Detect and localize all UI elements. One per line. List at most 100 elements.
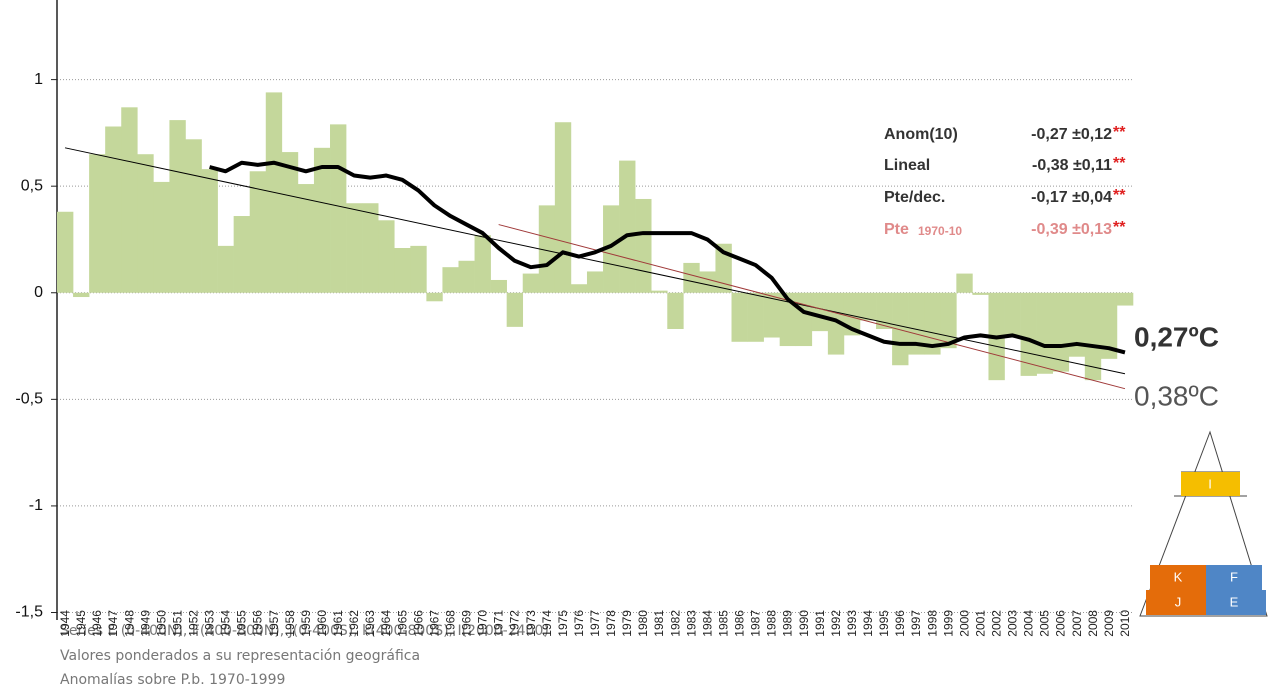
x-tick-label: 1970	[476, 610, 490, 637]
bar	[458, 260, 475, 293]
x-tick-label: 2009	[1102, 610, 1116, 637]
bar	[683, 262, 700, 293]
bar	[185, 139, 202, 293]
x-tick-label: 1987	[749, 610, 763, 637]
x-tick-label: 1986	[733, 610, 747, 637]
bar	[394, 248, 411, 293]
x-tick-label: 2007	[1070, 610, 1084, 637]
x-tick-label: 2004	[1022, 610, 1036, 637]
x-tick-label: 1996	[893, 610, 907, 637]
bar	[940, 292, 957, 349]
x-tick-label: 1993	[845, 610, 859, 637]
bar	[667, 292, 684, 329]
y-tick-label: -0,5	[15, 391, 43, 408]
note: Series E (0-400N), F(400-800N), J(0-400S…	[60, 623, 549, 639]
x-tick-label: 1982	[668, 610, 682, 637]
bar	[1116, 292, 1134, 306]
bar	[474, 235, 491, 293]
x-tick-label: 1945	[74, 610, 88, 637]
x-tick-label: 1955	[235, 610, 249, 637]
x-tick-label: 2000	[957, 610, 971, 637]
x-tick-label: 1948	[122, 610, 136, 637]
x-tick-label: 1981	[652, 610, 666, 637]
end-label: 0,38ºC	[1134, 380, 1219, 411]
x-tick-label: 1978	[604, 610, 618, 637]
x-tick-label: 1954	[219, 610, 233, 637]
stat-value: -0,17 ±0,04	[1031, 189, 1112, 206]
x-tick-label: 1969	[460, 610, 474, 637]
x-tick-label: 2008	[1086, 610, 1100, 637]
bar	[876, 292, 893, 329]
x-tick-label: 1957	[267, 610, 281, 637]
stat-label: Lineal	[884, 157, 930, 174]
note: Valores ponderados a su representación g…	[60, 648, 420, 664]
x-tick-label: 1972	[508, 610, 522, 637]
bar	[442, 267, 459, 293]
x-tick-label: 1991	[813, 610, 827, 637]
x-tick-label: 2005	[1038, 610, 1052, 637]
bar	[121, 107, 138, 293]
x-tick-label: 1951	[170, 610, 184, 637]
bar	[378, 220, 395, 293]
end-label: 0,27ºC	[1134, 321, 1219, 352]
x-tick-label: 1967	[427, 610, 441, 637]
y-tick-label: 0	[34, 284, 43, 301]
x-tick-label: 1959	[299, 610, 313, 637]
stat-label: Pte	[884, 221, 909, 238]
x-tick-label: 1949	[138, 610, 152, 637]
stat-mark: **	[1113, 219, 1126, 236]
x-tick-label: 1952	[187, 610, 201, 637]
x-tick-label: 1953	[203, 610, 217, 637]
bar	[635, 198, 652, 293]
x-tick-label: 1947	[106, 610, 120, 637]
trend-line	[498, 224, 1126, 390]
stat-mark: **	[1113, 187, 1126, 204]
bar	[410, 245, 427, 293]
x-tick-label: 1980	[636, 610, 650, 637]
stat-period: 1970-10	[918, 224, 962, 238]
x-tick-label: 1975	[556, 610, 570, 637]
bar	[1100, 292, 1118, 359]
x-tick-label: 1971	[492, 610, 506, 637]
x-tick-label: 1956	[251, 610, 265, 637]
stat-label: Pte/dec.	[884, 189, 945, 206]
x-tick-label: 1961	[331, 610, 345, 637]
zone-label: F	[1230, 569, 1238, 584]
bar	[313, 147, 331, 293]
note: Anomalías sobre P.b. 1970-1999	[60, 672, 285, 688]
x-tick-label: 1989	[781, 610, 795, 637]
bar	[1068, 292, 1086, 357]
x-tick-label: 1984	[700, 610, 714, 637]
x-tick-label: 1958	[283, 610, 297, 637]
x-tick-label: 1985	[716, 610, 730, 637]
bar	[972, 292, 989, 295]
x-tick-label: 2006	[1054, 610, 1068, 637]
zone-label: E	[1230, 594, 1239, 609]
zone-box	[1146, 590, 1206, 615]
bar	[105, 126, 122, 293]
bar	[554, 122, 572, 293]
x-tick-label: 1950	[154, 610, 168, 637]
x-tick-label: 2003	[1006, 610, 1020, 637]
bar	[73, 292, 90, 298]
x-tick-label: 1983	[684, 610, 698, 637]
bar	[169, 120, 186, 293]
bar	[619, 160, 636, 293]
bar	[1036, 292, 1054, 374]
bar	[426, 292, 443, 302]
x-tick-label: 2001	[973, 610, 987, 637]
x-tick-label: 1997	[909, 610, 923, 637]
bar	[538, 205, 556, 293]
bar	[506, 292, 524, 327]
stat-label: Anom(10)	[884, 126, 958, 143]
bar	[892, 292, 909, 366]
bar	[763, 292, 780, 338]
bar	[249, 171, 267, 293]
smooth-line	[209, 160, 1126, 355]
stat-value: -0,27 ±0,12	[1031, 126, 1112, 143]
bar	[297, 184, 315, 293]
bar	[827, 292, 845, 355]
bar	[859, 292, 877, 321]
x-tick-label: 1963	[363, 610, 377, 637]
x-tick-label: 1968	[443, 610, 457, 637]
